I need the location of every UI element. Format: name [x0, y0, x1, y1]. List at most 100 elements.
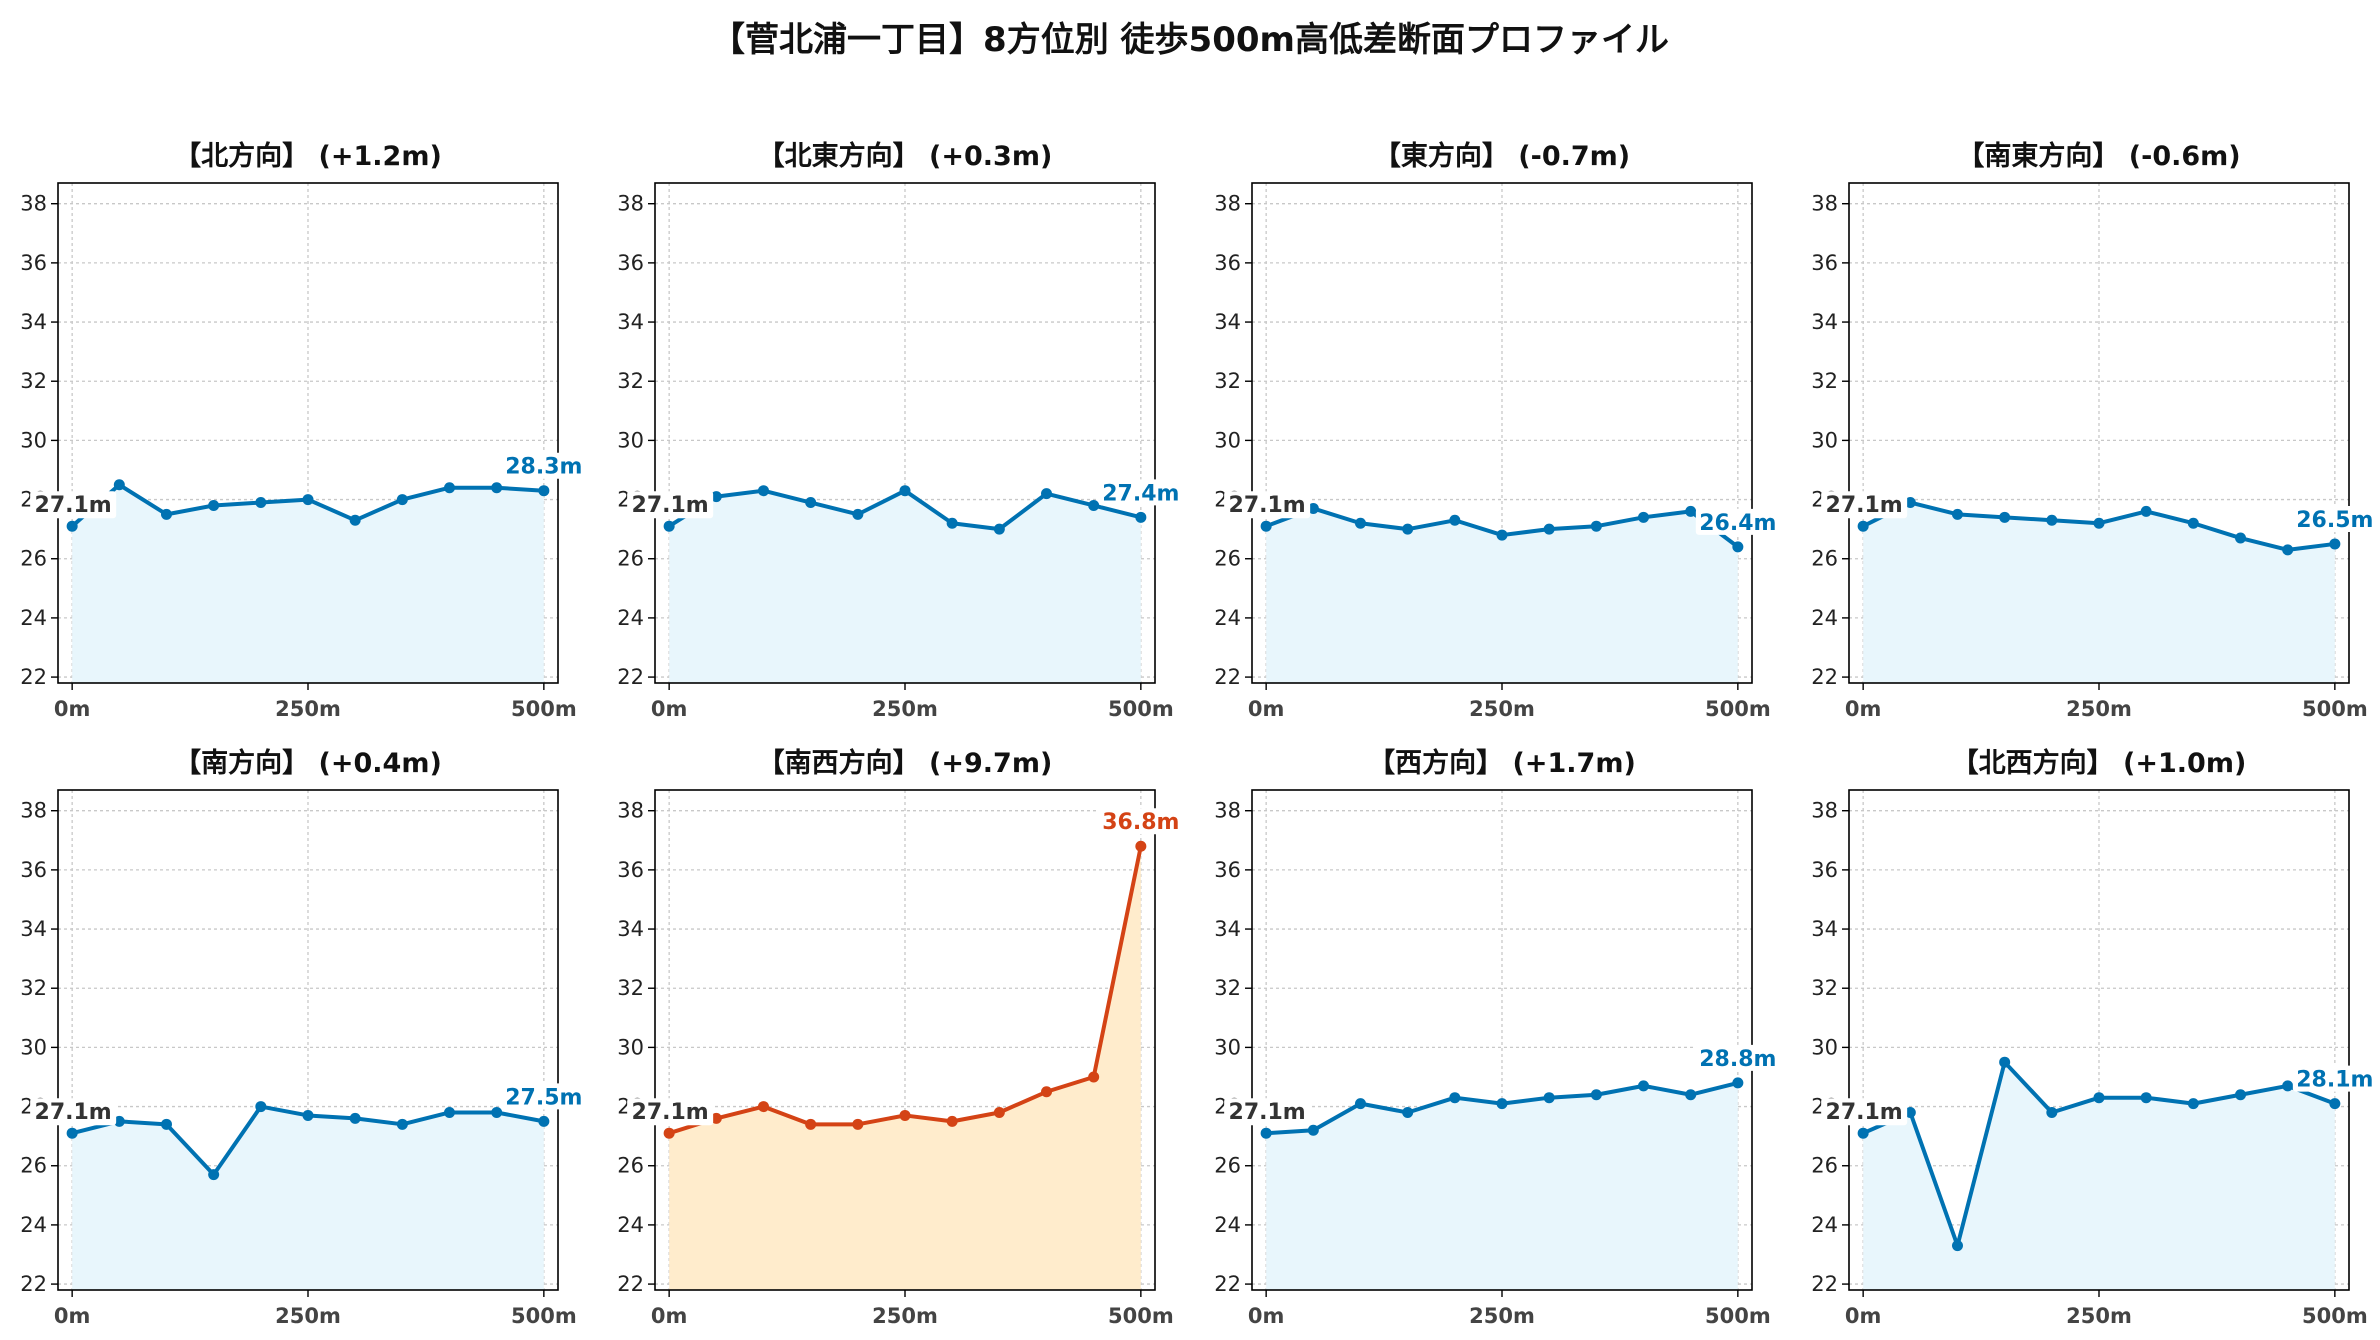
panel-4-ytick-label: 38 — [1811, 192, 1838, 216]
panel-5-point-3 — [208, 1169, 220, 1181]
panel-6-point-5 — [899, 1109, 911, 1121]
panel-2-ytick-label: 38 — [617, 192, 644, 216]
panel-7-point-8 — [1638, 1080, 1650, 1092]
panel-6-end-label-bg — [1098, 808, 1183, 835]
panel-2-end-label: 27.4m — [1102, 481, 1179, 506]
panel-5-xtick-label: 500m — [511, 1304, 577, 1328]
panel-6-xtick-label: 500m — [1108, 1304, 1174, 1328]
panel-5-point-0 — [66, 1127, 78, 1139]
panel-8-point-6 — [2140, 1092, 2152, 1104]
panel-4-point-8 — [2235, 532, 2247, 544]
panel-5-point-4 — [255, 1101, 267, 1113]
panel-5: 2224262830323436380m250m500m【南方向】 (+0.4m… — [20, 747, 586, 1328]
panel-3-xtick-label: 500m — [1705, 697, 1771, 721]
panel-6-ytick-label: 34 — [617, 917, 644, 941]
panel-6-start-label-bg — [627, 1098, 714, 1126]
panel-6-start-label: 27.1m — [632, 1100, 709, 1125]
panel-6-point-2 — [757, 1101, 769, 1113]
panel-6-point-4 — [852, 1118, 864, 1130]
panel-3-xtick-label: 0m — [1248, 697, 1285, 721]
panel-1-xtick-label: 250m — [275, 697, 341, 721]
panel-2-point-9 — [1088, 499, 1100, 511]
panel-1-area — [72, 484, 544, 683]
panel-4: 2224262830323436380m250m500m【南東方向】 (-0.6… — [1811, 140, 2377, 721]
panel-4-point-2 — [1951, 508, 1963, 520]
panel-4-xtick-label: 500m — [2302, 697, 2368, 721]
panel-8-point-5 — [2093, 1092, 2105, 1104]
panel-6-xtick-label: 0m — [651, 1304, 688, 1328]
panel-5-point-10 — [538, 1115, 550, 1127]
panel-8-point-2 — [1951, 1240, 1963, 1252]
panel-7-start-label: 27.1m — [1229, 1100, 1306, 1125]
panel-2-title: 【北東方向】 (+0.3m) — [758, 140, 1053, 172]
panel-4-ytick-label: 30 — [1811, 428, 1838, 452]
panel-4-point-1 — [1904, 497, 1916, 509]
panel-6-point-7 — [993, 1106, 1005, 1118]
panel-7-title: 【西方向】 (+1.7m) — [1368, 747, 1636, 779]
panel-7-ytick-label: 26 — [1214, 1154, 1241, 1178]
panel-7-point-4 — [1449, 1092, 1461, 1104]
panel-3-ytick-label: 30 — [1214, 428, 1241, 452]
panel-1-start-label-bg — [30, 491, 117, 519]
panel-2-ytick-label: 32 — [617, 369, 644, 393]
panel-3-point-9 — [1685, 505, 1697, 517]
panel-6-point-3 — [805, 1118, 817, 1130]
panel-7-xtick-label: 0m — [1248, 1304, 1285, 1328]
panel-7-start-label-bg — [1224, 1098, 1311, 1126]
panel-7-point-6 — [1543, 1092, 1555, 1104]
panel-1: 2224262830323436380m250m500m【北方向】 (+1.2m… — [20, 140, 586, 721]
panel-6-point-8 — [1041, 1086, 1053, 1098]
panel-8-area — [1863, 1062, 2335, 1290]
panel-8-end-label: 28.1m — [2296, 1068, 2373, 1093]
panel-8-ytick-label: 22 — [1811, 1272, 1838, 1296]
panel-8: 2224262830323436380m250m500m【北西方向】 (+1.0… — [1811, 747, 2377, 1328]
panel-8-start-label-bg — [1821, 1098, 1908, 1126]
panel-7-point-0 — [1260, 1127, 1272, 1139]
panel-2-xtick-label: 500m — [1108, 697, 1174, 721]
panel-5-ytick-label: 22 — [20, 1272, 47, 1296]
panel-6-ytick-label: 32 — [617, 976, 644, 1000]
panel-2-xtick-label: 250m — [872, 697, 938, 721]
panel-4-end-label: 26.5m — [2296, 508, 2373, 533]
panel-2-ytick-label: 22 — [617, 665, 644, 689]
panel-2-start-label: 27.1m — [632, 493, 709, 518]
panel-2-ytick-label: 26 — [617, 547, 644, 571]
panel-6-point-9 — [1088, 1071, 1100, 1083]
panel-1-point-5 — [302, 494, 314, 506]
panel-4-title: 【南東方向】 (-0.6m) — [1957, 140, 2240, 172]
panel-6-ytick-label: 30 — [617, 1035, 644, 1059]
panel-4-point-3 — [1999, 511, 2011, 523]
panel-7-point-2 — [1354, 1098, 1366, 1110]
panel-8-start-label: 27.1m — [1826, 1100, 1903, 1125]
panel-1-start-label: 27.1m — [35, 493, 112, 518]
panel-2-point-6 — [946, 517, 958, 529]
panel-7-point-10 — [1732, 1077, 1744, 1089]
panel-4-point-4 — [2046, 514, 2058, 526]
panel-1-point-7 — [396, 494, 408, 506]
panel-6-ytick-label: 38 — [617, 799, 644, 823]
panel-2-area — [669, 490, 1141, 683]
panel-5-ytick-label: 38 — [20, 799, 47, 823]
panel-5-ytick-label: 26 — [20, 1154, 47, 1178]
panel-6-ytick-label: 22 — [617, 1272, 644, 1296]
panel-4-xtick-label: 250m — [2066, 697, 2132, 721]
panel-2-ytick-label: 36 — [617, 251, 644, 275]
panel-2-end-label-bg — [1098, 479, 1183, 506]
panel-3-point-4 — [1449, 514, 1461, 526]
panel-1-ytick-label: 30 — [20, 428, 47, 452]
panel-1-point-10 — [538, 485, 550, 497]
panel-8-xtick-label: 500m — [2302, 1304, 2368, 1328]
panel-3-xtick-label: 250m — [1469, 697, 1535, 721]
panel-2-ytick-label: 30 — [617, 428, 644, 452]
panel-8-point-4 — [2046, 1106, 2058, 1118]
panel-7-xtick-label: 250m — [1469, 1304, 1535, 1328]
panel-3-point-2 — [1354, 517, 1366, 529]
panel-2: 2224262830323436380m250m500m【北東方向】 (+0.3… — [617, 140, 1183, 721]
panel-8-point-9 — [2282, 1080, 2294, 1092]
panel-5-point-2 — [160, 1118, 172, 1130]
panel-7-point-7 — [1590, 1089, 1602, 1101]
panel-2-point-4 — [852, 508, 864, 520]
panel-1-xtick-label: 0m — [54, 697, 91, 721]
panel-1-ytick-label: 38 — [20, 192, 47, 216]
panel-4-ytick-label: 34 — [1811, 310, 1838, 334]
